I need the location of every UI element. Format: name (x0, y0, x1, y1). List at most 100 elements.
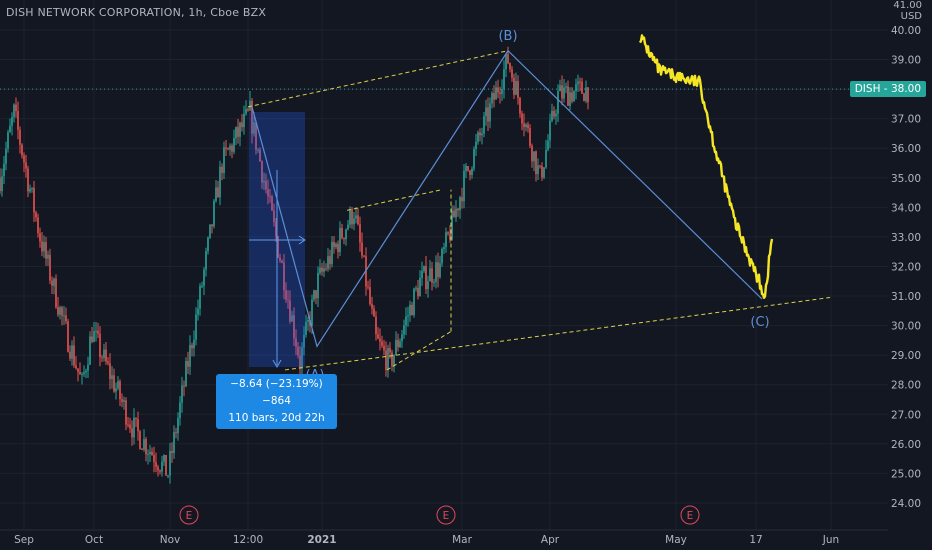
candle-body (437, 262, 439, 278)
y-tick-label: 39.00 (891, 55, 921, 67)
candle-body (481, 133, 483, 136)
candle-body (87, 364, 89, 371)
candle-body (101, 357, 103, 359)
candle-body (321, 267, 323, 272)
candle-body (531, 145, 533, 162)
y-tick-label: 29.00 (891, 350, 921, 362)
candle-body (279, 257, 281, 261)
x-tick-label: Apr (541, 534, 560, 546)
candle-body (559, 85, 561, 92)
candle-body (59, 307, 61, 315)
candle-body (413, 288, 415, 316)
candle-body (537, 165, 539, 175)
candle-body (139, 431, 141, 449)
candle-body (457, 208, 459, 211)
candle-body (273, 210, 275, 223)
candle-body (155, 462, 157, 467)
price-axis-top-tick: 41.00 (893, 0, 922, 11)
candle-body (497, 87, 499, 93)
candle-body (129, 424, 131, 429)
candle-body (177, 418, 179, 434)
earnings-marker: E (179, 505, 199, 525)
candle-body (561, 85, 563, 99)
candle-body (51, 280, 53, 286)
candle-body (477, 132, 479, 142)
candle-body (389, 347, 391, 353)
channel-lower-line (284, 297, 831, 371)
candle-body (419, 277, 421, 297)
candle-body (523, 123, 525, 128)
x-tick-label: Jun (822, 534, 839, 546)
measure-duration: 110 bars, 20d 22h (228, 412, 325, 424)
candle-body (245, 109, 247, 114)
candle-body (25, 162, 27, 169)
candle-body (573, 91, 575, 102)
candle-body (17, 111, 19, 130)
earnings-circle (436, 505, 456, 525)
candle-body (157, 466, 159, 471)
measure-change: −8.64 (−23.19%) −864 (230, 378, 323, 407)
candle-body (447, 232, 449, 234)
candle-body (299, 355, 301, 368)
candle-body (131, 428, 133, 438)
candle-body (255, 122, 257, 150)
x-tick-label: Sep (14, 534, 34, 546)
candle-body (121, 399, 123, 402)
candle-body (37, 217, 39, 234)
candle-body (45, 242, 47, 259)
candle-body (343, 238, 345, 240)
candle-body (69, 351, 71, 359)
candle-body (43, 242, 45, 252)
candle-body (247, 109, 249, 111)
candle-body (47, 254, 49, 259)
candle-body (473, 148, 475, 169)
candle-body (491, 93, 493, 104)
candle-body (65, 315, 67, 322)
candle-body (171, 451, 173, 453)
candle-body (425, 266, 427, 290)
candle-body (381, 341, 383, 346)
candle-body (295, 338, 297, 347)
candle-body (217, 187, 219, 198)
wave-label: (C) (750, 315, 769, 330)
candle-body (323, 268, 325, 272)
candle-body (239, 122, 241, 137)
candle-body (31, 187, 33, 189)
candle-body (241, 122, 243, 128)
candle-body (319, 267, 321, 273)
candle-body (415, 287, 417, 289)
price-axis[interactable]: 40.00 39.00 38.00 37.00 36.00 35.00 34.00 33.00… (891, 25, 921, 510)
candle-body (469, 170, 471, 175)
candle-body (0, 177, 1, 192)
candle-body (349, 209, 351, 225)
candle-body (185, 360, 187, 387)
candle-body (429, 268, 431, 282)
candle-body (243, 113, 245, 128)
candle-body (433, 281, 435, 283)
candle-body (163, 455, 165, 462)
candle-body (41, 241, 43, 252)
candle-body (19, 129, 21, 145)
candle-body (39, 233, 41, 242)
time-axis[interactable]: Sep Oct Nov 12:00 2021 Mar Apr May 17 Jun (14, 534, 839, 546)
y-tick-label: 27.00 (891, 409, 921, 421)
candle-body (379, 338, 381, 342)
candle-body (159, 470, 161, 472)
candle-body (309, 319, 311, 326)
candle-body (179, 402, 181, 419)
candle-body (285, 290, 287, 300)
measure-arrowhead-right (298, 235, 306, 245)
candle-body (459, 197, 461, 211)
candle-body (221, 166, 223, 173)
candle-body (63, 315, 65, 317)
candle-body (355, 215, 357, 219)
earnings-circle (179, 505, 199, 525)
candle-body (449, 233, 451, 240)
candle-body (9, 125, 11, 133)
y-tick-label: 26.00 (891, 439, 921, 451)
candle-body (471, 168, 473, 175)
candle-body (401, 334, 403, 342)
candle-body (143, 439, 145, 450)
candle-body (203, 269, 205, 286)
